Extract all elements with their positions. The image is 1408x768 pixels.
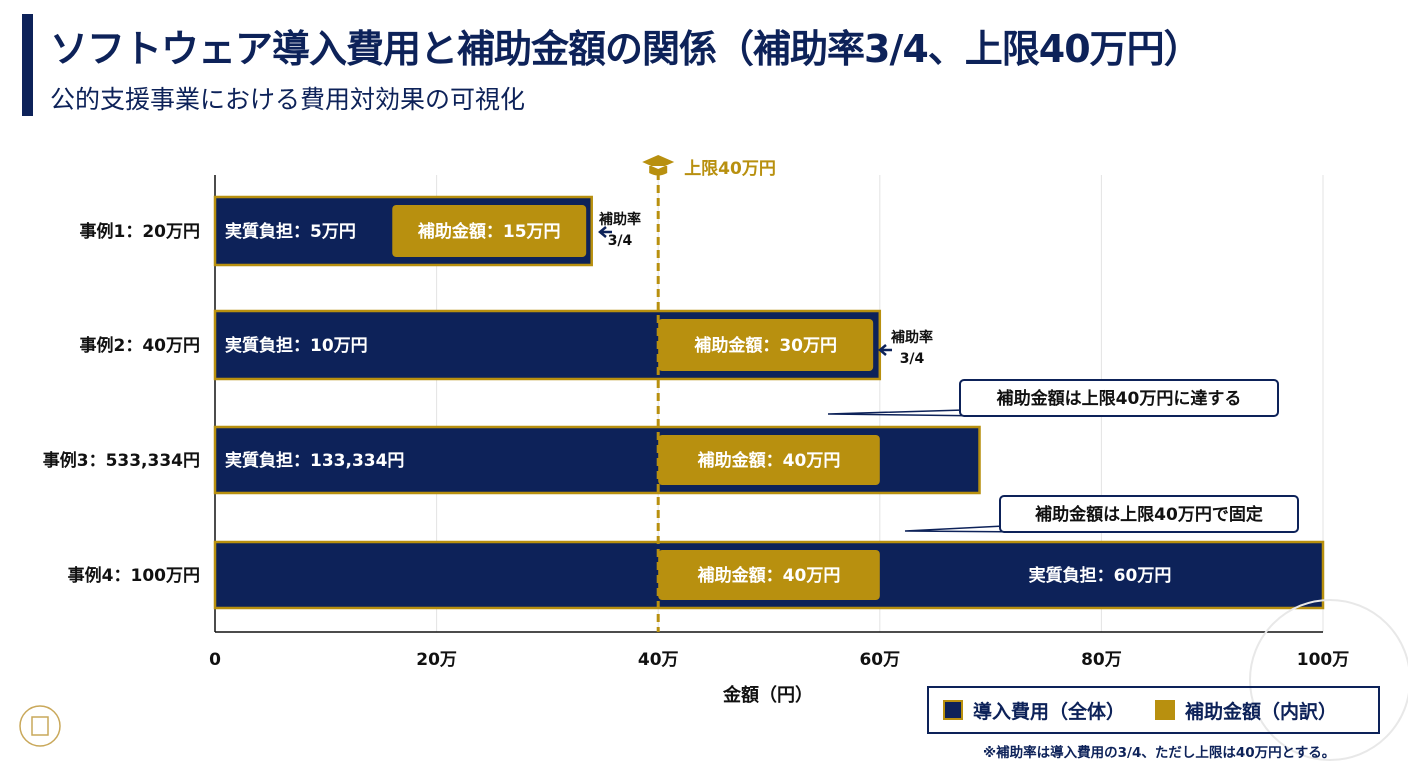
rate-annotation: 3/4 xyxy=(900,351,925,367)
legend-label-cost: 導入費用（全体） xyxy=(973,700,1126,723)
subsidy-label: 補助金額：30万円 xyxy=(693,335,837,356)
title-accent-bar xyxy=(22,14,33,116)
callout-text: 補助金額は上限40万円で固定 xyxy=(1034,504,1263,525)
subsidy-bar xyxy=(658,435,880,485)
rate-annotation: 3/4 xyxy=(608,233,633,249)
category-label: 事例2：40万円 xyxy=(80,335,201,356)
burden-label: 実質負担：5万円 xyxy=(225,221,356,242)
legend: 導入費用（全体） 補助金額（内訳） xyxy=(927,686,1380,734)
subsidy-bar xyxy=(392,205,587,257)
watermark-seal xyxy=(1249,599,1408,761)
category-label: 事例3：533,334円 xyxy=(43,450,200,471)
subsidy-label: 補助金額：15万円 xyxy=(417,221,561,242)
x-tick-label: 40万 xyxy=(638,650,679,670)
x-tick-label: 100万 xyxy=(1297,650,1350,670)
burden-label: 実質負担：133,334円 xyxy=(225,450,404,471)
callout-box xyxy=(999,495,1299,533)
page-title: ソフトウェア導入費用と補助金額の関係（補助率3/4、上限40万円） xyxy=(50,27,1202,71)
category-label: 事例1：20万円 xyxy=(80,221,201,242)
legend-swatch-cost xyxy=(943,700,963,720)
x-tick-label: 60万 xyxy=(859,650,900,670)
cap-line-label: 上限40万円 xyxy=(684,159,776,179)
burden-label: 実質負担：60万円 xyxy=(1029,565,1172,586)
callout-box xyxy=(959,379,1279,417)
callout-pointer xyxy=(904,525,1031,533)
callout-text: 補助金額は上限40万円に達する xyxy=(996,388,1242,409)
seal-logo-glyph xyxy=(31,716,49,736)
arrow-icon xyxy=(878,344,892,356)
x-tick-label: 80万 xyxy=(1081,650,1122,670)
legend-label-subsidy: 補助金額（内訳） xyxy=(1185,700,1338,723)
callout-pointer xyxy=(827,409,991,417)
page-subtitle: 公的支援事業における費用対効果の可視化 xyxy=(50,85,526,114)
subsidy-label: 補助金額：40万円 xyxy=(697,565,841,586)
arrow-icon xyxy=(598,226,612,238)
x-axis-label: 金額（円） xyxy=(722,684,813,706)
subsidy-bar xyxy=(658,550,880,600)
graduation-cap-icon xyxy=(642,155,675,176)
x-tick-label: 20万 xyxy=(416,650,457,670)
category-label: 事例4：100万円 xyxy=(68,565,200,586)
seal-logo xyxy=(19,705,61,747)
x-tick-label: 0 xyxy=(209,650,221,670)
rate-annotation: 補助率 xyxy=(598,211,641,228)
subsidy-label: 補助金額：40万円 xyxy=(697,450,841,471)
footnote: ※補助率は導入費用の3/4、ただし上限は40万円とする。 xyxy=(983,745,1336,761)
rate-annotation: 補助率 xyxy=(890,329,933,346)
subsidy-bar xyxy=(658,319,874,371)
legend-swatch-subsidy xyxy=(1155,700,1176,720)
burden-label: 実質負担：10万円 xyxy=(225,335,368,356)
